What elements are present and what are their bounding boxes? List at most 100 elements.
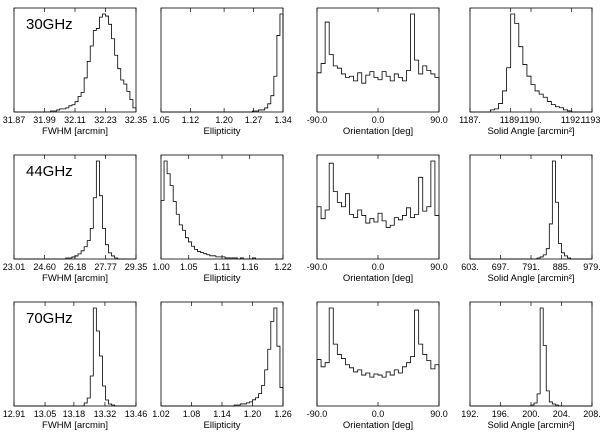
x-axis-title: Orientation [deg]: [343, 420, 413, 431]
panel-r1-c2: -90.0 0.0 90.0 Orientation [deg]: [307, 154, 448, 284]
x-axis-title: Ellipticity: [204, 126, 241, 137]
x-tick-label: 1.34: [274, 115, 292, 125]
x-tick-label: 1.11: [214, 262, 231, 272]
x-axis-title: Orientation [deg]: [343, 273, 413, 284]
x-tick-label: 0.0: [372, 115, 385, 125]
panel-r1-c3: 603. 697. 791. 885. 979. Solid Angle [arcmin²…: [461, 154, 600, 284]
x-tick-label: 13.46: [125, 409, 148, 419]
histogram-steps: [470, 307, 592, 407]
x-tick-label: 200.: [522, 409, 540, 419]
frequency-label: 30GHz: [26, 16, 73, 33]
panel-r0-c0: 31.87 31.99 32.11 32.23 32.35 FWHM [arcmin] 30…: [3, 7, 148, 137]
x-axis-title: FWHM [arcmin]: [42, 126, 108, 137]
x-tick-label: 1190.: [520, 115, 542, 125]
x-tick-label: 1.26: [274, 409, 292, 419]
histogram-steps: [14, 13, 137, 113]
x-tick-label: 1189.: [500, 115, 522, 125]
x-tick-label: -90.0: [307, 409, 328, 419]
x-tick-label: 13.32: [94, 409, 117, 419]
panel-r0-c3: 1187. 1189.1190. 1192.1193. Solid Angle [ar…: [459, 7, 600, 137]
histogram-steps: [470, 160, 592, 260]
histogram-steps: [316, 13, 440, 112]
x-tick-label: -90.0: [307, 115, 328, 125]
x-tick-label: 26.18: [64, 262, 87, 272]
x-tick-label: 12.91: [3, 409, 26, 419]
x-axis-title: Solid Angle [arcmin²]: [487, 420, 574, 431]
x-tick-label: 31.99: [33, 115, 56, 125]
x-tick-label: 0.0: [372, 409, 385, 419]
x-tick-label: 27.77: [94, 262, 117, 272]
x-tick-label: 23.01: [3, 262, 26, 272]
x-tick-label: 1.05: [152, 115, 170, 125]
x-tick-label: 24.60: [33, 262, 56, 272]
plot-frame: [160, 7, 284, 113]
histogram-steps: [316, 160, 440, 259]
panel-r0-c2: -90.0 0.0 90.0 Orientation [deg]: [307, 7, 448, 137]
x-tick-label: 1187.: [459, 115, 481, 125]
plot-frame: [469, 301, 593, 407]
x-tick-label: 1.27: [245, 115, 263, 125]
panel-r2-c0: 12.91 13.05 13.18 13.32 13.46 FWHM [arcmin] 70…: [3, 301, 148, 431]
x-tick-label: 204.: [553, 409, 571, 419]
x-tick-label: 1.08: [183, 409, 201, 419]
x-tick-label: 32.23: [94, 115, 117, 125]
x-tick-label: 1193.: [581, 115, 600, 125]
x-tick-label: 90.0: [430, 409, 448, 419]
x-tick-label: 791.: [522, 262, 540, 272]
panel-r2-c2: -90.0 0.0 90.0 Orientation [deg]: [307, 301, 448, 431]
panel-r0-c1: 1.05 1.12 1.20 1.27 1.34 Ellipticity: [152, 7, 292, 137]
x-tick-label: 1.05: [180, 262, 198, 272]
frequency-label: 44GHz: [26, 163, 73, 180]
x-axis-title: FWHM [arcmin]: [42, 420, 108, 431]
x-tick-label: -90.0: [307, 262, 328, 272]
x-axis-title: Ellipticity: [204, 273, 241, 284]
histogram-steps: [14, 307, 136, 407]
x-axis-title: FWHM [arcmin]: [42, 273, 108, 284]
plot-frame: [160, 301, 284, 407]
histogram-steps: [470, 13, 592, 113]
x-axis-title: Solid Angle [arcmin²]: [487, 126, 574, 137]
x-tick-label: 885.: [553, 262, 571, 272]
x-tick-label: 32.35: [125, 115, 148, 125]
x-axis-title: Orientation [deg]: [343, 126, 413, 137]
x-tick-label: 1.22: [274, 262, 292, 272]
x-axis-title: Solid Angle [arcmin²]: [487, 273, 574, 284]
x-tick-label: 1.14: [213, 409, 231, 419]
plot-frame: [469, 154, 593, 260]
x-tick-label: 29.35: [125, 262, 148, 272]
histogram-steps: [160, 160, 283, 260]
x-axis-title: Ellipticity: [204, 420, 241, 431]
x-tick-label: 196.: [492, 409, 510, 419]
plot-frame: [316, 301, 440, 407]
x-tick-label: 1.00: [152, 262, 170, 272]
x-tick-label: 31.87: [3, 115, 26, 125]
x-tick-label: 1.02: [152, 409, 170, 419]
histogram-steps: [161, 13, 284, 113]
plot-frame: [469, 7, 593, 113]
plot-frame: [316, 7, 440, 113]
x-tick-label: 979.: [583, 262, 600, 272]
x-tick-label: 0.0: [372, 262, 385, 272]
plot-frame: [316, 154, 440, 260]
panel-r2-c1: 1.02 1.08 1.14 1.20 1.26 Ellipticity: [152, 301, 292, 431]
x-tick-label: 90.0: [430, 262, 448, 272]
x-tick-label: 192.: [461, 409, 479, 419]
histogram-steps: [161, 307, 284, 407]
histogram-steps: [316, 307, 440, 406]
x-tick-label: 603.: [461, 262, 479, 272]
histogram-steps: [14, 160, 136, 260]
panel-r1-c1: 1.00 1.05 1.11 1.16 1.22 Ellipticity: [152, 154, 292, 284]
x-tick-label: 32.11: [64, 115, 86, 125]
x-tick-label: 1.16: [241, 262, 259, 272]
x-tick-label: 90.0: [430, 115, 448, 125]
panel-r2-c3: 192. 196. 200. 204. 208. Solid Angle [arcmin²…: [461, 301, 600, 431]
frequency-label: 70GHz: [26, 310, 73, 327]
x-tick-label: 1.12: [182, 115, 200, 125]
x-tick-label: 13.05: [34, 409, 57, 419]
x-tick-label: 1.20: [215, 115, 233, 125]
x-tick-label: 1192.: [561, 115, 583, 125]
panel-r1-c0: 23.01 24.60 26.18 27.77 29.35 FWHM [arcmin] 44…: [3, 154, 148, 284]
x-tick-label: 208.: [583, 409, 600, 419]
x-tick-label: 697.: [492, 262, 510, 272]
